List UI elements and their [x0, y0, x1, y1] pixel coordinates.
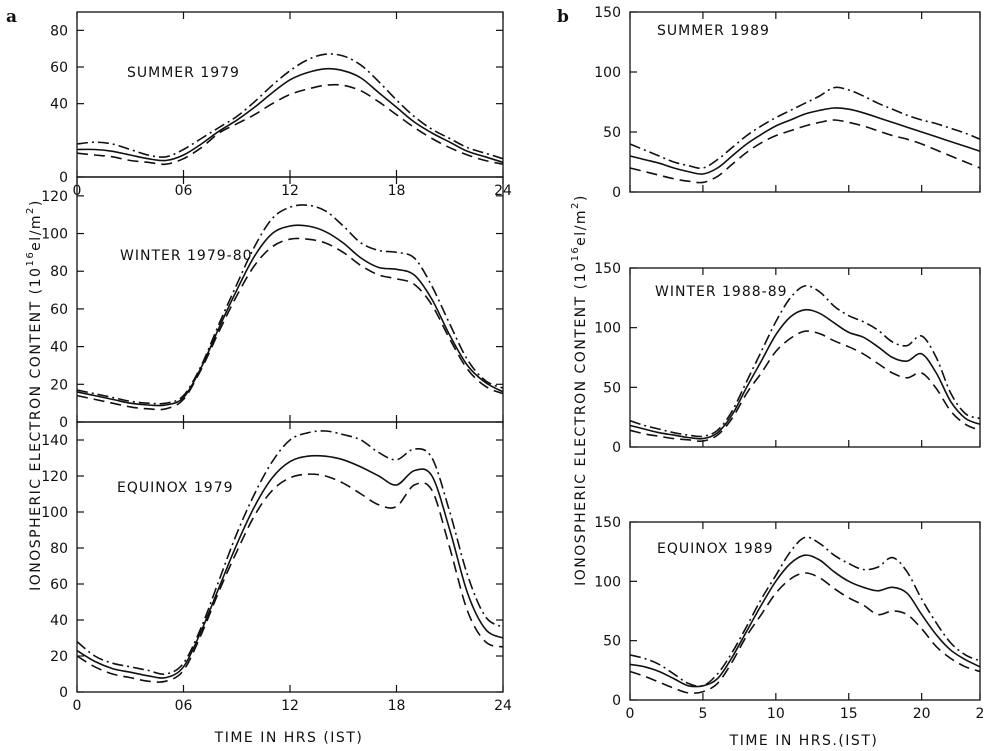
x-tick-label: 10 [767, 706, 785, 722]
y-tick-label: 80 [50, 264, 68, 280]
y-tick-label: 100 [41, 505, 68, 521]
x-tick-label: 06 [175, 183, 193, 199]
y-tick-label: 150 [594, 261, 621, 277]
x-tick-label: 06 [175, 698, 193, 714]
y-tick-label: 100 [594, 321, 621, 337]
series-line-dashdot [629, 284, 981, 438]
series-line-dashdot [76, 204, 504, 405]
series-line-solid [629, 554, 981, 688]
series-line-solid [629, 107, 981, 175]
y-tick-label: 60 [50, 302, 68, 318]
y-tick-label: 80 [50, 23, 68, 39]
plot-frame [629, 267, 981, 448]
series-line-solid [76, 454, 504, 679]
y-tick-label: 0 [612, 693, 621, 709]
subplot-6: 0 50 100 150 0 5 10 15 20 2 EQUINOX 1989 [594, 515, 984, 722]
y-tick-label: 120 [41, 189, 68, 205]
y-axis-label-a: IONOSPHERIC ELECTRON CONTENT (1016el/m2) [25, 199, 44, 591]
x-axis-label-b: TIME IN HRS.(IST) [729, 733, 879, 749]
x-tick-label: 24 [494, 698, 512, 714]
series-line-dashed [76, 83, 504, 166]
series-line-dashed [76, 473, 504, 683]
series-line-dashdot [629, 536, 981, 688]
y-tick-label: 50 [603, 634, 621, 650]
y-tick-label: 40 [50, 97, 68, 113]
series-line-dashed [629, 572, 981, 695]
y-tick-label: 20 [50, 377, 68, 393]
y-tick-label: 20 [50, 649, 68, 665]
subplot-5: 0 50 100 150 WINTER 1988-89 [594, 261, 981, 456]
series-line-solid [629, 308, 981, 440]
y-tick-label: 0 [612, 440, 621, 456]
x-tick-label: 0 [626, 706, 635, 722]
y-tick-label: 0 [59, 415, 68, 431]
y-tick-label: 0 [59, 685, 68, 701]
series-line-dashed [629, 330, 981, 443]
plot-frame [629, 11, 981, 193]
subplot-title: WINTER 1988-89 [655, 284, 788, 300]
subplot-title: EQUINOX 1989 [657, 541, 774, 557]
y-tick-label: 140 [41, 433, 68, 449]
y-tick-label: 50 [603, 125, 621, 141]
x-tick-label: 18 [388, 183, 406, 199]
series-line-dashdot [76, 53, 504, 160]
y-tick-label: 60 [50, 577, 68, 593]
x-tick-label: 18 [388, 698, 406, 714]
x-tick-label: 0 [73, 698, 82, 714]
series-line-dashdot [76, 430, 504, 676]
subplot-2: 0 20 40 60 80 100 120 WINTER 1979-80 [41, 176, 504, 431]
y-tick-label: 0 [59, 170, 68, 186]
x-tick-label: 15 [840, 706, 858, 722]
y-tick-label: 100 [594, 574, 621, 590]
subplot-title: WINTER 1979-80 [120, 248, 253, 264]
y-tick-label: 150 [594, 5, 621, 21]
series-line-solid [76, 224, 504, 407]
series-line-dashed [629, 119, 981, 184]
series-line-dashed [76, 237, 504, 411]
y-axis-label-b: IONOSPHERIC ELECTRON CONTENT (1016el/m2) [570, 194, 589, 586]
y-tick-label: 100 [594, 65, 621, 81]
y-tick-label: 120 [41, 469, 68, 485]
x-tick-label: 12 [281, 698, 299, 714]
x-tick-label: 20 [913, 706, 931, 722]
subplot-title: SUMMER 1979 [127, 65, 240, 81]
y-tick-label: 100 [41, 227, 68, 243]
panel-label-a: a [6, 7, 17, 27]
y-tick-label: 80 [50, 541, 68, 557]
subplot-title: SUMMER 1989 [657, 23, 770, 39]
y-tick-label: 0 [612, 185, 621, 201]
x-tick-label: 2 [976, 706, 985, 722]
x-axis-label-a: TIME IN HRS (IST) [214, 730, 364, 746]
y-tick-label: 40 [50, 340, 68, 356]
y-tick-label: 150 [594, 515, 621, 531]
subplot-4: 0 50 100 150 SUMMER 1989 [594, 5, 981, 201]
panel-label-b: b [557, 7, 569, 27]
subplot-title: EQUINOX 1979 [117, 480, 234, 496]
series-line-solid [76, 67, 504, 164]
subplot-3: 0 20 40 60 80 100 120 140 0 06 12 18 24 EQUINOX 1979 [41, 421, 512, 714]
y-tick-label: 40 [50, 613, 68, 629]
plot-frame [629, 521, 981, 701]
x-tick-label: 12 [281, 183, 299, 199]
series-line-dashdot [629, 86, 981, 170]
x-tick-label: 5 [698, 706, 707, 722]
y-tick-label: 50 [603, 380, 621, 396]
y-tick-label: 60 [50, 60, 68, 76]
